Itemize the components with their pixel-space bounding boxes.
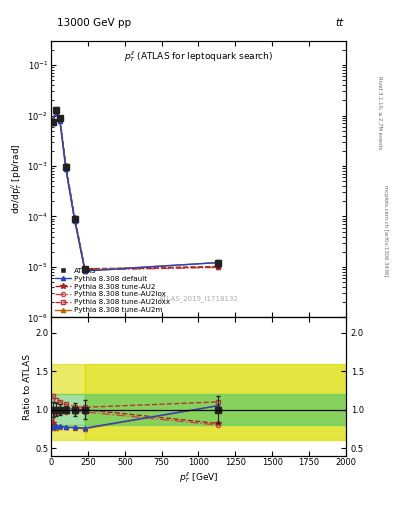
Text: Rivet 3.1.10, ≥ 2.7M events: Rivet 3.1.10, ≥ 2.7M events	[377, 76, 382, 150]
Bar	[85, 364, 346, 440]
Text: mcplots.cern.ch [arXiv:1306.3436]: mcplots.cern.ch [arXiv:1306.3436]	[383, 185, 387, 276]
Text: ATLAS_2019_I1718132: ATLAS_2019_I1718132	[158, 295, 239, 302]
Y-axis label: dσ/dp$_T^{ll}$ [pb/rad]: dσ/dp$_T^{ll}$ [pb/rad]	[9, 144, 24, 215]
Bar	[51, 394, 85, 425]
Bar	[85, 394, 346, 425]
Legend: ATLAS, Pythia 8.308 default, Pythia 8.308 tune-AU2, Pythia 8.308 tune-AU2lox, Py: ATLAS, Pythia 8.308 default, Pythia 8.30…	[53, 266, 173, 315]
Y-axis label: Ratio to ATLAS: Ratio to ATLAS	[24, 354, 32, 419]
X-axis label: $p_T^{ll}$ [GeV]: $p_T^{ll}$ [GeV]	[179, 470, 218, 485]
Text: $p_T^{ll}$ (ATLAS for leptoquark search): $p_T^{ll}$ (ATLAS for leptoquark search)	[124, 49, 273, 64]
Text: 13000 GeV pp: 13000 GeV pp	[57, 18, 131, 28]
Bar	[51, 364, 85, 394]
Bar	[51, 425, 85, 440]
Text: tt: tt	[336, 18, 344, 28]
